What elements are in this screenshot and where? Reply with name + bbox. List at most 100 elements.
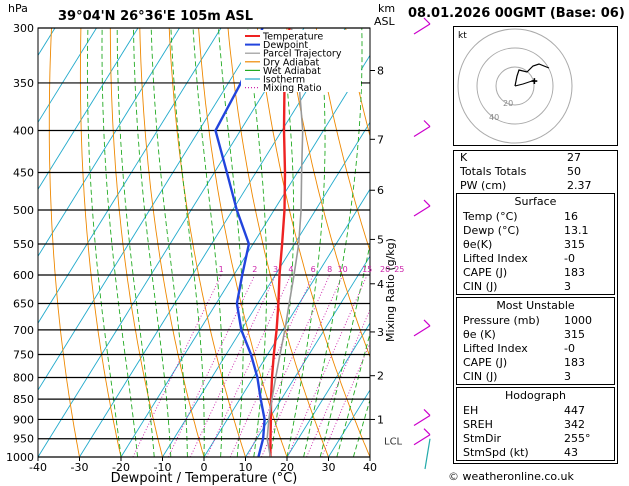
wind-barb: [413, 205, 431, 217]
km-label: km: [378, 2, 395, 15]
hodo-value: 447: [564, 404, 585, 417]
x-tick-label: 20: [280, 461, 294, 474]
hodo-row: StmSpd (kt) 43: [457, 446, 614, 460]
pressure-tick-label: 500: [13, 204, 34, 217]
isotherm-line: [38, 28, 305, 457]
wind-barb-flag: [423, 409, 431, 416]
surface-box: Surface Temp (°C) 16 Dewp (°C) 13.1 θe(K) 315…: [456, 193, 615, 295]
hodo-storm-marker: ✚: [531, 77, 538, 86]
pressure-tick-label: 300: [13, 22, 34, 35]
unstable-label: Pressure (mb): [463, 314, 540, 327]
unstable-label: θe (K): [463, 328, 496, 341]
surface-label: CAPE (J): [463, 266, 508, 279]
unstable-row: θe (K) 315: [457, 328, 614, 342]
lcl-label: LCL: [384, 437, 403, 448]
isotherm-line: [38, 28, 97, 124]
mixing-ratio-label: 15: [362, 265, 372, 274]
km-tick-label: 2: [377, 370, 384, 383]
unstable-value: 183: [564, 356, 585, 369]
wind-barb-flag: [423, 199, 431, 207]
unstable-value: -0: [564, 342, 575, 355]
hodograph-frame: [453, 26, 618, 146]
wind-barb: [413, 23, 431, 35]
surface-row: CAPE (J) 183: [457, 266, 614, 280]
unstable-row: CAPE (J) 183: [457, 356, 614, 370]
wind-barb-flag: [423, 17, 431, 25]
isotherm-line: [0, 28, 13, 457]
wet-adiabat: [192, 28, 224, 457]
surface-label: θe(K): [463, 238, 493, 251]
km-tick-label: 7: [377, 133, 384, 146]
unstable-row: Pressure (mb) 1000: [457, 314, 614, 328]
surface-value: 3: [564, 280, 571, 293]
surface-row: Temp (°C) 16: [457, 210, 614, 224]
mixing-ratio-label: 20: [380, 265, 390, 274]
x-axis-label: Dewpoint / Temperature (°C): [111, 471, 298, 486]
km-tick-label: 6: [377, 184, 384, 197]
surface-row: Dewp (°C) 13.1: [457, 224, 614, 238]
legend-label: Dewpoint: [263, 40, 308, 51]
wind-barb-surface: [424, 438, 431, 470]
pressure-tick-label: 600: [13, 269, 34, 282]
hodo-row: SREH 342: [457, 418, 614, 432]
x-tick-label: -10: [154, 461, 172, 474]
isotherm-line: [38, 28, 180, 258]
hodo-ring-label-40: 40: [489, 113, 499, 122]
km-tick-label: 3: [377, 326, 384, 339]
pressure-tick-label: 450: [13, 166, 34, 179]
dry-adiabat: [434, 28, 448, 457]
pressure-tick-label: 800: [13, 371, 34, 384]
wet-adiabat: [86, 28, 122, 457]
pressure-tick-label: 1000: [6, 451, 34, 464]
hodograph-title: Hodograph: [505, 389, 566, 402]
wind-barb: [413, 125, 431, 138]
pressure-tick-label: 750: [13, 348, 34, 361]
km-tick-label: 5: [377, 233, 384, 246]
location-title: 39°04'N 26°36'E 105m ASL: [58, 9, 253, 24]
x-tick-label: 40: [363, 461, 377, 474]
legend-label: Temperature: [262, 32, 323, 43]
unstable-row: CIN (J) 3: [457, 370, 614, 384]
legend-label: Parcel Trajectory: [263, 49, 342, 60]
isotherm-line: [162, 121, 370, 457]
hodo-row: EH 447: [457, 404, 614, 418]
surface-label: Temp (°C): [463, 210, 518, 223]
index-row: Totals Totals 50: [454, 165, 617, 179]
wet-adiabat: [170, 28, 205, 457]
hodo-value: 255°: [564, 432, 591, 445]
legend-label: Mixing Ratio: [263, 83, 322, 94]
legend-label: Dry Adiabat: [263, 57, 320, 68]
credit[interactable]: © weatheronline.co.uk: [448, 470, 574, 483]
x-tick-label: -20: [112, 461, 130, 474]
unstable-title: Most Unstable: [496, 299, 575, 312]
mixing-ratio-label: 1: [219, 265, 224, 274]
unstable-label: CAPE (J): [463, 356, 508, 369]
wind-barb: [413, 414, 431, 426]
dry-adiabat: [405, 28, 449, 457]
mixing-ratio-label: 25: [394, 265, 404, 274]
hodo-ring-40: [476, 47, 554, 125]
index-value: 2.37: [567, 179, 592, 192]
unstable-label: CIN (J): [463, 370, 498, 383]
dry-adiabat: [48, 28, 80, 457]
surface-row: Lifted Index -0: [457, 252, 614, 266]
x-tick-label: 30: [322, 461, 336, 474]
x-tick-label: 10: [239, 461, 253, 474]
isotherm-line: [38, 28, 263, 391]
hodo-ring-20: [495, 66, 535, 106]
hodo-label: StmSpd (kt): [463, 446, 529, 459]
km-tick-label: 8: [377, 64, 384, 77]
unstable-box: Most Unstable Pressure (mb) 1000 θe (K) 315…: [456, 297, 615, 385]
unstable-value: 3: [564, 370, 571, 383]
mixing-ratio-label: 8: [327, 265, 332, 274]
mixing-axis-label: Mixing Ratio (g/kg): [384, 238, 397, 342]
unstable-row: Lifted Index -0: [457, 342, 614, 356]
pressure-tick-label: 900: [13, 413, 34, 426]
wind-barb-flag: [423, 428, 431, 436]
isotherm-line: [120, 54, 370, 457]
pressure-tick-label: 850: [13, 393, 34, 406]
surface-row: CIN (J) 3: [457, 280, 614, 294]
credit-text[interactable]: weatheronline.co.uk: [462, 470, 574, 483]
legend-box: [241, 30, 361, 92]
unstable-value: 315: [564, 328, 585, 341]
